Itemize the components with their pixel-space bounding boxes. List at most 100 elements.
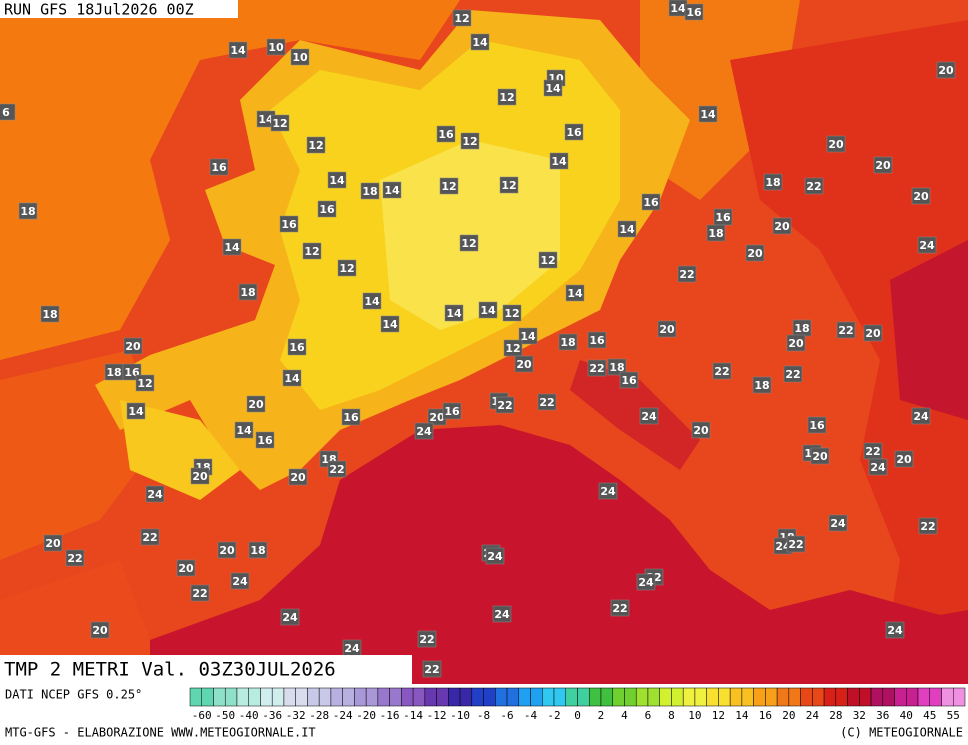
label-box	[786, 535, 806, 553]
temperature-label: 18	[609, 361, 624, 374]
label-box	[885, 621, 905, 639]
label-box	[123, 337, 143, 355]
label-box	[422, 660, 442, 678]
temperature-label: 20	[938, 64, 954, 77]
label-box	[745, 244, 765, 262]
temperature-label: 14	[329, 174, 345, 187]
temperature-label: 20	[290, 471, 306, 484]
colorbar-swatch	[506, 687, 520, 707]
label-box	[565, 284, 585, 302]
label-box	[918, 517, 938, 535]
label-box	[543, 79, 563, 97]
temperature-label: 24	[600, 485, 616, 498]
temperature-label: 16	[444, 405, 460, 418]
label-box	[288, 468, 308, 486]
temperature-label: 12	[441, 180, 456, 193]
temperature-label: 18	[240, 286, 255, 299]
temperature-label: 20	[248, 398, 264, 411]
temperature-label: 16	[257, 434, 273, 447]
label-box	[280, 608, 300, 626]
label-box	[360, 182, 380, 200]
label-box	[598, 482, 618, 500]
colorbar-swatch	[694, 687, 707, 707]
colorbar-swatch	[236, 687, 249, 707]
colorbar-swatch	[753, 687, 766, 707]
temperature-label: 12	[540, 254, 555, 267]
colorbar-label: 28	[829, 709, 842, 722]
colorbar-swatch	[412, 687, 426, 707]
temperature-label: 14	[258, 113, 274, 126]
temperature-label: 12	[505, 342, 520, 355]
colorbar-label: 14	[735, 709, 749, 722]
colorbar-swatch	[671, 687, 684, 707]
label-box	[911, 187, 931, 205]
temperature-label: 12	[339, 262, 354, 275]
colorbar-swatch	[471, 687, 484, 707]
temperature-label: 22	[865, 445, 880, 458]
temperature-label: 14	[224, 241, 240, 254]
temperature-label: 24	[282, 611, 298, 624]
colorbar: -60 -50 -40 -36 -32 -28 -24 -20 -16 -14 -12 -10 -8 -6…	[189, 687, 966, 722]
temperature-label: 22	[920, 520, 935, 533]
temperature-label: 14	[567, 287, 583, 300]
label-box	[18, 202, 38, 220]
colorbar-label: -20	[356, 709, 376, 722]
temperature-label: 18	[708, 227, 723, 240]
temperature-label: 12	[454, 12, 469, 25]
colorbar-swatch	[271, 687, 285, 707]
colorbar-swatch	[823, 687, 837, 707]
colorbar-label: -4	[524, 709, 538, 722]
colorbar-swatch	[201, 687, 214, 707]
temperature-label: 12	[308, 139, 323, 152]
temperature-label: 6	[2, 106, 10, 119]
colorbar-swatch	[483, 687, 496, 707]
label-box	[282, 369, 302, 387]
label-box	[936, 61, 956, 79]
colorbar-swatch	[248, 687, 261, 707]
colorbar-swatch	[635, 687, 649, 707]
temperature-label: 24	[232, 575, 248, 588]
temperature-label: 14	[384, 184, 400, 197]
colorbar-label: 4	[621, 709, 628, 722]
temperature-label: 20	[178, 562, 194, 575]
temperature-label: 18	[250, 544, 265, 557]
label-box	[414, 422, 434, 440]
label-box	[306, 136, 326, 154]
colorbar-swatch	[788, 687, 801, 707]
label-box	[234, 421, 254, 439]
label-box	[470, 33, 490, 51]
title-box	[0, 655, 412, 684]
temperature-label: 20	[747, 247, 763, 260]
colorbar-swatch	[330, 687, 343, 707]
colorbar-label: 0	[574, 709, 581, 722]
colorbar-swatch	[682, 687, 696, 707]
temperature-label: 22	[329, 463, 344, 476]
label-box	[317, 200, 337, 218]
colorbar-swatch	[917, 687, 931, 707]
temperature-label: 14	[520, 330, 536, 343]
colorbar-swatch	[401, 687, 414, 707]
label-box	[287, 338, 307, 356]
label-box	[209, 158, 229, 176]
temperature-label: 14	[382, 318, 398, 331]
label-box	[135, 374, 155, 392]
colorbar-label: 24	[806, 709, 820, 722]
temperature-label: 14	[551, 155, 567, 168]
temperature-label: 24	[887, 624, 903, 637]
temperature-label: 20	[774, 220, 790, 233]
colorbar-label: 16	[759, 709, 772, 722]
temperature-label: 14	[364, 295, 380, 308]
label-box	[485, 547, 505, 565]
temperature-label: 22	[788, 538, 803, 551]
colorbar-label: 12	[712, 709, 725, 722]
temperature-label: 20	[659, 323, 675, 336]
label-box	[639, 407, 659, 425]
label-box	[828, 514, 848, 532]
label-box	[382, 181, 402, 199]
temperature-label: 14	[128, 405, 144, 418]
label-box	[772, 217, 792, 235]
temperature-label: 20	[913, 190, 929, 203]
colorbar-label: 2	[598, 709, 605, 722]
temperature-label: 24	[830, 517, 846, 530]
label-box	[691, 421, 711, 439]
